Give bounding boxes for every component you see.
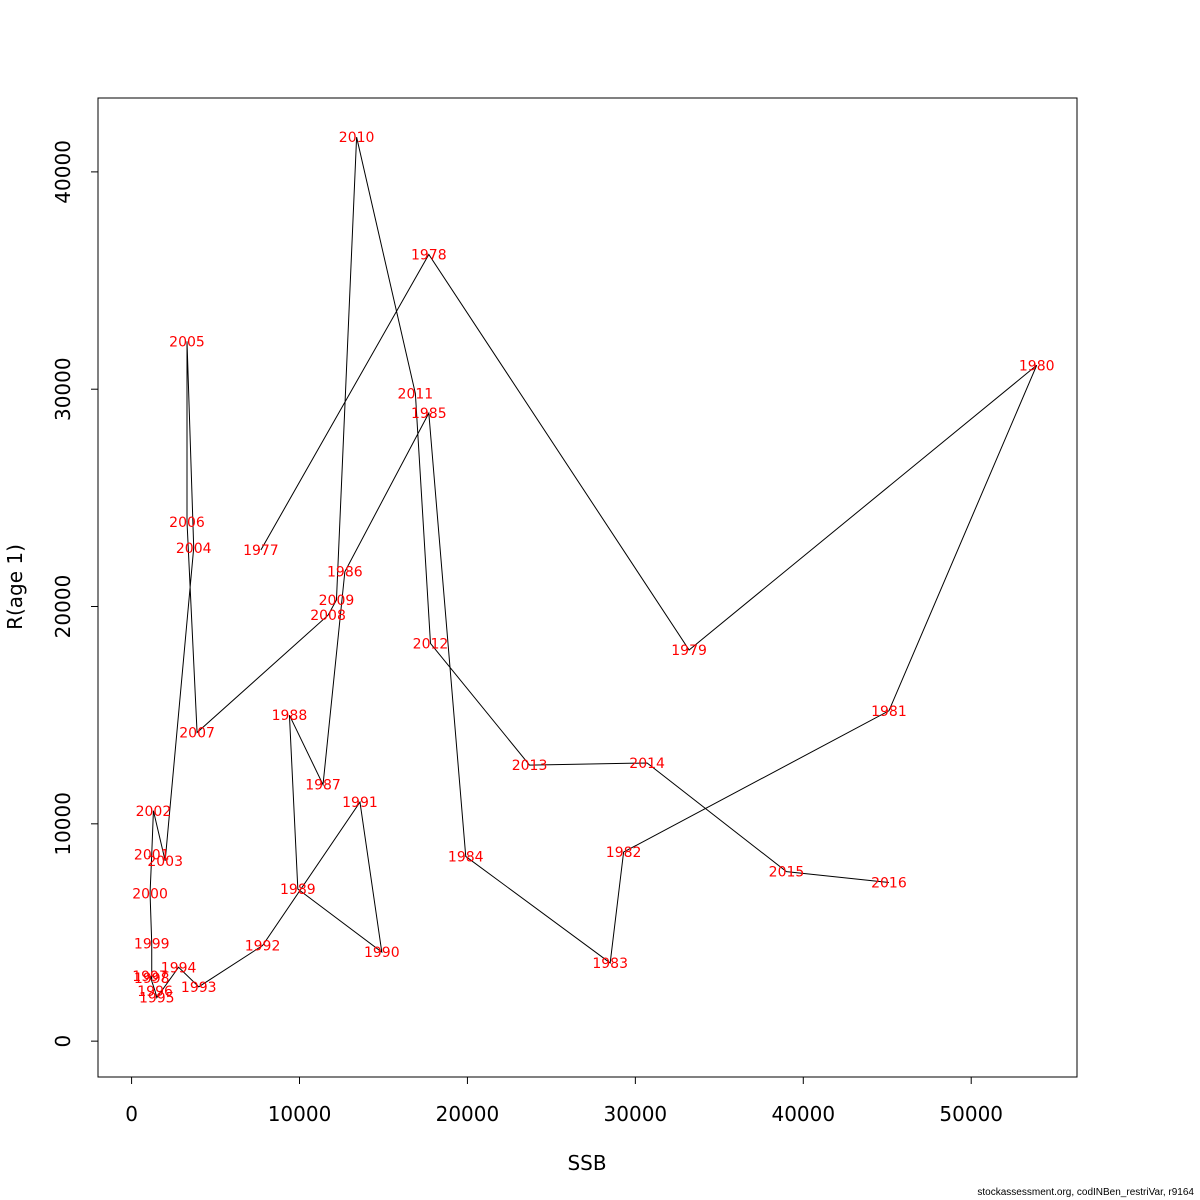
- year-label-1987: 1987: [305, 778, 341, 794]
- year-label-1996: 1996: [137, 984, 173, 1000]
- year-label-1979: 1979: [671, 643, 707, 659]
- year-label-2010: 2010: [339, 130, 375, 146]
- year-label-2002: 2002: [136, 804, 172, 820]
- year-label-1984: 1984: [448, 849, 484, 865]
- year-label-1995: 1995: [139, 991, 175, 1007]
- y-tick-label: 20000: [51, 575, 75, 639]
- year-label-1994: 1994: [161, 960, 197, 976]
- y-tick-label: 30000: [51, 357, 75, 421]
- year-label-2012: 2012: [413, 636, 449, 652]
- year-labels: 1977 1978 1979 1980 1981 1982 1983 1984 1985 1986…: [132, 130, 1054, 1007]
- year-label-2000: 2000: [132, 886, 168, 902]
- year-label-1999: 1999: [134, 936, 170, 952]
- plot-frame: [97, 97, 1078, 1078]
- year-label-2009: 2009: [319, 593, 355, 609]
- y-axis: 0 10000 20000 30000 40000: [51, 140, 99, 1048]
- year-label-1990: 1990: [364, 945, 400, 961]
- x-tick-label: 10000: [268, 1102, 332, 1126]
- stock-recruitment-line: [149, 137, 1038, 999]
- year-label-2001: 2001: [134, 847, 170, 863]
- x-axis: 0 10000 20000 30000 40000 50000: [125, 1076, 1003, 1126]
- y-tick-label: 10000: [51, 792, 75, 856]
- year-label-1980: 1980: [1019, 358, 1055, 374]
- year-label-1991: 1991: [342, 795, 378, 811]
- year-label-1983: 1983: [592, 956, 628, 972]
- year-label-2016: 2016: [871, 876, 907, 892]
- year-label-1982: 1982: [606, 845, 642, 861]
- x-tick-label: 30000: [604, 1102, 668, 1126]
- year-label-2014: 2014: [629, 756, 665, 772]
- year-label-1985: 1985: [411, 406, 447, 422]
- year-label-1986: 1986: [327, 565, 363, 581]
- x-tick-label: 40000: [771, 1102, 835, 1126]
- year-label-1988: 1988: [272, 708, 308, 724]
- year-label-2007: 2007: [179, 726, 215, 742]
- year-label-1977: 1977: [243, 543, 279, 559]
- year-label-2008: 2008: [310, 608, 346, 624]
- year-label-1997: 1997: [132, 969, 168, 985]
- x-tick-label: 0: [125, 1102, 138, 1126]
- year-label-1993: 1993: [181, 980, 217, 996]
- credit-text: stockassessment.org, codINBen_restriVar,…: [977, 1187, 1194, 1198]
- year-label-1981: 1981: [871, 704, 907, 720]
- x-tick-label: 20000: [436, 1102, 500, 1126]
- year-label-2006: 2006: [169, 515, 205, 531]
- y-tick-label: 40000: [51, 140, 75, 204]
- y-axis-title: R(age 1): [3, 544, 27, 630]
- year-label-1992: 1992: [245, 939, 281, 955]
- x-tick-label: 50000: [939, 1102, 1003, 1126]
- year-label-1998: 1998: [134, 971, 170, 987]
- year-label-1978: 1978: [411, 247, 447, 263]
- year-label-2003: 2003: [147, 854, 183, 870]
- year-label-2013: 2013: [512, 758, 548, 774]
- x-axis-title: SSB: [567, 1151, 606, 1175]
- year-label-1989: 1989: [280, 882, 316, 898]
- year-label-2004: 2004: [176, 541, 212, 557]
- y-tick-label: 0: [51, 1035, 75, 1048]
- year-label-2015: 2015: [769, 865, 805, 881]
- year-label-2011: 2011: [398, 387, 434, 403]
- year-label-2005: 2005: [169, 334, 205, 350]
